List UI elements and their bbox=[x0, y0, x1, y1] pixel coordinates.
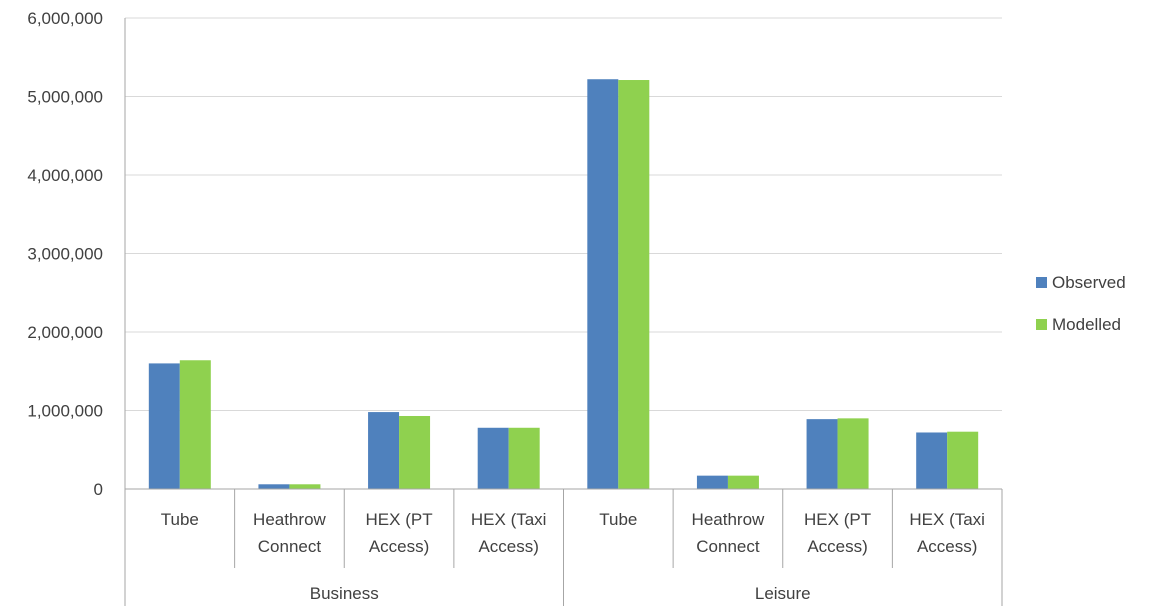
bar-observed-2 bbox=[368, 412, 400, 489]
x-category-label: Tube bbox=[599, 510, 637, 529]
bar-observed-3 bbox=[477, 427, 509, 489]
bar-modelled-7 bbox=[947, 431, 979, 489]
y-tick-label: 5,000,000 bbox=[27, 88, 103, 107]
legend-swatch bbox=[1036, 277, 1047, 288]
y-tick-label: 4,000,000 bbox=[27, 166, 103, 185]
y-tick-label: 0 bbox=[94, 480, 103, 499]
x-category-label: Access) bbox=[478, 537, 538, 556]
legend-label: Observed bbox=[1052, 273, 1126, 292]
bar-modelled-1 bbox=[289, 484, 321, 489]
x-category-label: HEX (Taxi bbox=[909, 510, 985, 529]
x-category-label: HEX (Taxi bbox=[471, 510, 547, 529]
x-category-label: Heathrow bbox=[692, 510, 765, 529]
legend: Observed Modelled bbox=[1036, 273, 1126, 334]
x-category-label: Connect bbox=[696, 537, 760, 556]
bar-observed-7 bbox=[916, 432, 948, 489]
x-category-label: Access) bbox=[369, 537, 429, 556]
x-category-label: Connect bbox=[258, 537, 322, 556]
x-axis-category-labels: Tube Heathrow Connect HEX (PT Access) HEX (Ta… bbox=[161, 510, 985, 603]
bar-modelled-5 bbox=[727, 475, 759, 489]
x-category-label: HEX (PT bbox=[804, 510, 871, 529]
grid-lines bbox=[125, 17, 1002, 411]
y-tick-label: 1,000,000 bbox=[27, 402, 103, 421]
y-tick-label: 3,000,000 bbox=[27, 245, 103, 264]
axes bbox=[124, 18, 1003, 606]
y-tick-label: 6,000,000 bbox=[27, 9, 103, 28]
bar-modelled-4 bbox=[618, 80, 650, 489]
x-category-label: Access) bbox=[917, 537, 977, 556]
y-tick-label: 2,000,000 bbox=[27, 323, 103, 342]
legend-item-modelled: Modelled bbox=[1036, 315, 1121, 334]
x-category-label: Tube bbox=[161, 510, 199, 529]
bars bbox=[148, 79, 979, 489]
bar-observed-4 bbox=[587, 79, 619, 489]
x-category-label: Heathrow bbox=[253, 510, 326, 529]
legend-swatch bbox=[1036, 319, 1047, 330]
bar-modelled-2 bbox=[399, 415, 431, 489]
bar-modelled-6 bbox=[837, 418, 869, 489]
bar-modelled-3 bbox=[508, 427, 540, 489]
legend-item-observed: Observed bbox=[1036, 273, 1126, 292]
bar-modelled-0 bbox=[179, 360, 211, 489]
group-label-business: Business bbox=[310, 584, 379, 603]
group-label-leisure: Leisure bbox=[755, 584, 811, 603]
x-category-label: HEX (PT bbox=[366, 510, 433, 529]
x-category-label: Access) bbox=[807, 537, 867, 556]
legend-label: Modelled bbox=[1052, 315, 1121, 334]
bar-observed-1 bbox=[258, 484, 290, 489]
bar-observed-6 bbox=[806, 419, 838, 489]
y-axis-tick-labels: 0 1,000,000 2,000,000 3,000,000 4,000,000 5,0… bbox=[27, 9, 103, 499]
bar-observed-5 bbox=[696, 475, 728, 489]
bar-observed-0 bbox=[148, 363, 180, 489]
